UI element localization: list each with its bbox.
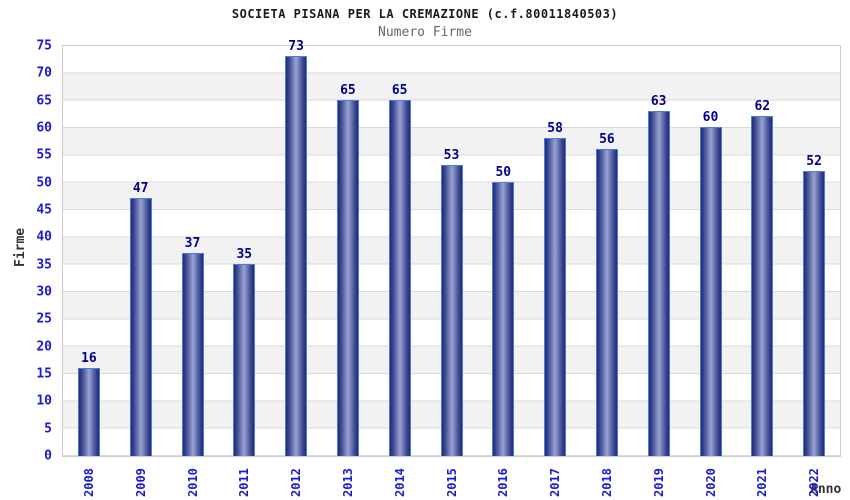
- y-tick-label: 70: [36, 65, 52, 81]
- x-tick-label: 2009: [133, 468, 148, 497]
- y-tick-label: 0: [44, 448, 52, 464]
- bar-2008: [77, 367, 100, 456]
- bar-value-label: 73: [288, 38, 304, 54]
- bar-value-label: 62: [754, 99, 771, 115]
- bar-value-label: 47: [132, 181, 149, 197]
- bar-value-label: 53: [443, 148, 460, 164]
- bar-2013: [336, 99, 359, 456]
- y-tick-label: 25: [36, 311, 52, 327]
- y-tick-label: 20: [36, 339, 52, 355]
- bar-2012: [285, 55, 308, 456]
- bar-2018: [595, 148, 618, 456]
- x-tick-label: 2013: [340, 468, 355, 497]
- x-tick-label: 2015: [444, 468, 459, 497]
- x-tick-label: 2008: [81, 468, 96, 497]
- bar-value-label: 63: [650, 93, 667, 109]
- bar-2016: [492, 181, 515, 456]
- bar-value-label: 52: [806, 153, 822, 169]
- plot-area: 16 47 37 35 73 65 65 53 50 58 56 63 60 62 52: [62, 40, 841, 457]
- bar-2019: [647, 110, 670, 456]
- chart-title: SOCIETA PISANA PER LA CREMAZIONE (c.f.80…: [231, 7, 619, 21]
- x-tick-label: 2017: [548, 468, 563, 497]
- x-tick-label: 2020: [703, 468, 718, 497]
- bar-2010: [181, 252, 204, 456]
- bar-2011: [233, 263, 256, 456]
- x-tick-label: 2010: [185, 468, 200, 497]
- bar-2021: [751, 116, 774, 456]
- bar-2009: [129, 198, 152, 456]
- x-axis-label: Anno: [810, 482, 842, 497]
- y-tick-label: 5: [44, 421, 52, 437]
- bar-value-label: 56: [599, 131, 615, 147]
- bar-value-label: 58: [547, 120, 563, 136]
- x-tick-label: 2018: [599, 468, 614, 497]
- bar-2015: [440, 165, 463, 456]
- x-tick-label: 2016: [496, 468, 511, 497]
- y-tick-label: 60: [36, 120, 52, 136]
- bar-value-label: 60: [702, 110, 719, 125]
- bar-2014: [388, 99, 411, 456]
- y-tick-label: 30: [36, 284, 52, 300]
- y-tick-label: 40: [36, 229, 52, 245]
- y-tick-label: 10: [36, 393, 52, 409]
- y-tick-label: 45: [36, 202, 52, 218]
- bar-value-label: 16: [81, 350, 97, 366]
- bar-value-label: 37: [184, 235, 201, 251]
- bar-value-label: 50: [495, 164, 512, 180]
- x-tick-label: 2014: [392, 468, 407, 497]
- y-tick-label: 35: [36, 257, 52, 273]
- chart-subtitle: Numero Firme: [378, 25, 472, 40]
- bar-2020: [699, 127, 722, 456]
- y-tick-label: 65: [36, 93, 52, 109]
- x-tick-label: 2011: [237, 468, 252, 497]
- bar-value-label: 65: [391, 82, 408, 98]
- y-tick-label: 75: [36, 38, 52, 54]
- y-tick-label: 55: [36, 147, 52, 163]
- x-tick-label: 2021: [755, 468, 770, 497]
- bar-2017: [544, 137, 567, 456]
- y-tick-label: 50: [36, 175, 52, 191]
- bar-value-label: 65: [340, 82, 356, 98]
- bar-2022: [803, 170, 826, 456]
- y-tick-label: 15: [36, 366, 52, 382]
- x-tick-label: 2012: [289, 468, 304, 497]
- x-tick-label: 2022: [807, 468, 822, 497]
- x-tick-label: 2019: [651, 468, 666, 497]
- bar-value-label: 35: [236, 246, 253, 262]
